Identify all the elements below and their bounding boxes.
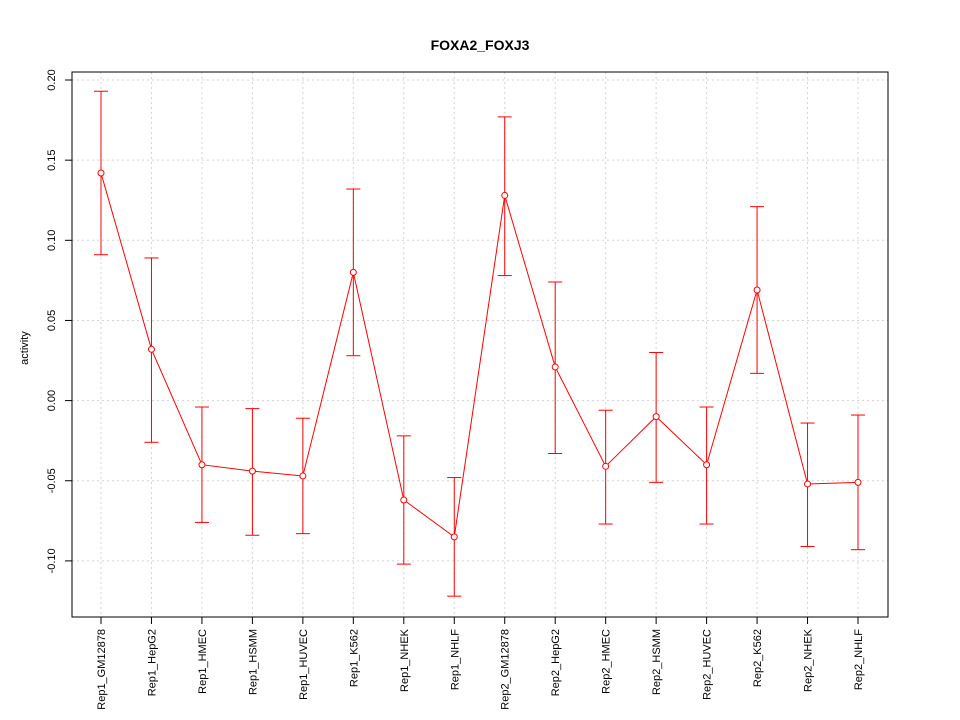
- y-tick-label: -0.10: [46, 548, 58, 573]
- x-tick-label: Rep2_NHEK: [803, 628, 815, 692]
- x-tick-label: Rep1_K562: [348, 629, 360, 687]
- series-line: [100, 172, 859, 538]
- series-line-path: [100, 172, 859, 538]
- y-axis: -0.10 -0.05 0.00 0.05 0.10 0.15 0.20: [46, 69, 72, 573]
- error-bars: [94, 90, 865, 597]
- x-tick-label: Rep1_HSMM: [247, 629, 259, 695]
- data-point: [551, 363, 559, 371]
- x-tick-label: Rep1_HUVEC: [298, 629, 310, 700]
- x-tick-label: Rep1_NHLF: [449, 629, 461, 690]
- data-point: [198, 461, 206, 469]
- x-tick-label: Rep2_K562: [752, 629, 764, 687]
- x-tick-label: Rep2_HMEC: [601, 629, 613, 694]
- data-points: [97, 169, 862, 541]
- y-tick-label: 0.20: [46, 69, 58, 90]
- x-tick-label: Rep1_HepG2: [146, 629, 158, 696]
- data-point: [299, 472, 307, 480]
- data-point: [501, 191, 509, 199]
- data-point: [97, 169, 105, 177]
- data-point: [602, 462, 610, 470]
- x-tick-label: Rep2_NHLF: [853, 629, 865, 690]
- plot-frame: [71, 71, 889, 618]
- data-point: [652, 413, 660, 421]
- x-tick-label: Rep1_NHEK: [399, 628, 411, 692]
- data-point: [248, 467, 256, 475]
- x-tick-label: Rep2_HUVEC: [702, 629, 714, 700]
- data-point: [450, 533, 458, 541]
- y-tick-label: 0.15: [46, 149, 58, 170]
- y-tick-label: 0.05: [46, 310, 58, 331]
- x-tick-label: Rep1_GM12878: [96, 629, 108, 710]
- x-tick-label: Rep1_HMEC: [197, 629, 209, 694]
- data-point: [147, 345, 155, 353]
- data-point: [854, 478, 862, 486]
- y-tick-label: 0.10: [46, 230, 58, 251]
- data-point: [400, 496, 408, 504]
- data-point: [753, 286, 761, 294]
- data-point: [804, 480, 812, 488]
- y-axis-label: activity: [19, 331, 31, 365]
- y-tick-label: -0.05: [46, 468, 58, 493]
- x-tick-label: Rep2_HSMM: [651, 629, 663, 695]
- x-tick-label: Rep2_HepG2: [550, 629, 562, 696]
- x-tick-label: Rep2_GM12878: [500, 629, 512, 710]
- data-point: [349, 268, 357, 276]
- x-axis: Rep1_GM12878 Rep1_HepG2 Rep1_HMEC Rep1_HSMM…: [96, 617, 865, 710]
- grid-lines: [72, 72, 888, 617]
- chart-title: FOXA2_FOXJ3: [431, 37, 530, 53]
- data-point: [703, 461, 711, 469]
- y-tick-label: 0.00: [46, 390, 58, 411]
